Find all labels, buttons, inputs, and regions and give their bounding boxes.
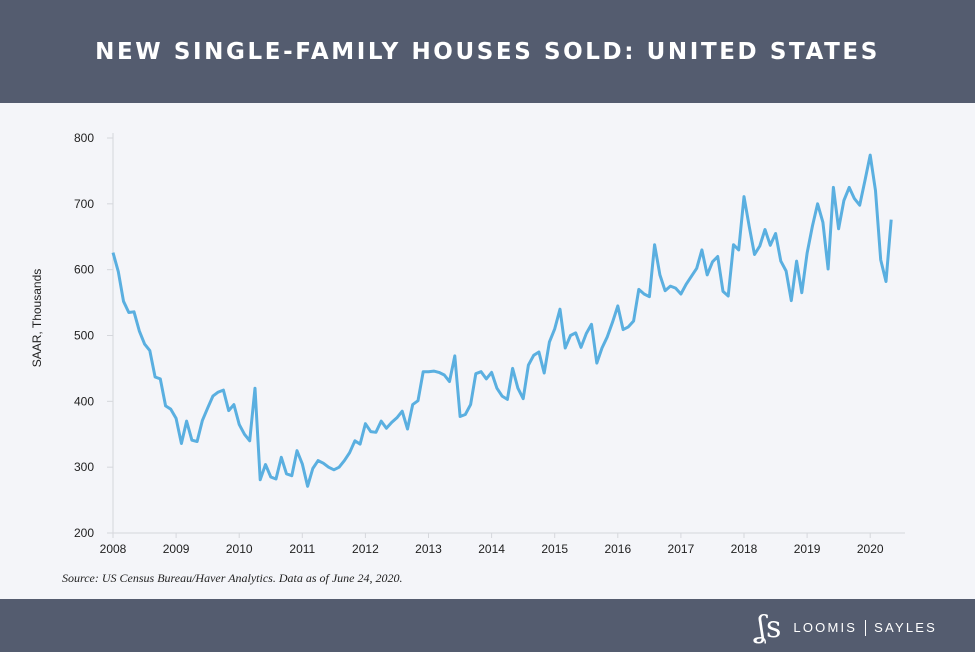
y-tick-label: 600 [74,263,94,277]
x-tick-label: 2018 [731,542,758,556]
x-tick-label: 2013 [415,542,442,556]
line-chart: 200 300 400 500 600 700 800 2008 2009 2010 2011 201… [74,131,905,556]
x-tick-label: 2020 [857,542,884,556]
logo-text: LOOMIS SAYLES [793,620,937,637]
y-tick-label: 500 [74,329,94,343]
footer-band: ʆs LOOMIS SAYLES [0,599,975,652]
y-tick-label: 700 [74,197,94,211]
chart-title: NEW SINGLE-FAMILY HOUSES SOLD: UNITED ST… [95,38,880,65]
header-band: NEW SINGLE-FAMILY HOUSES SOLD: UNITED ST… [0,0,975,103]
y-tick-label: 800 [74,131,94,145]
y-tick-label: 200 [74,526,94,540]
y-tick-label: 400 [74,394,94,408]
x-tick-label: 2011 [289,542,315,556]
x-tick-label: 2019 [794,542,821,556]
x-tick-label: 2016 [604,542,631,556]
y-tick-label: 300 [74,460,94,474]
logo-left: LOOMIS [793,619,858,635]
series-line [111,153,893,488]
loomis-sayles-logo: ʆs LOOMIS SAYLES [756,613,937,643]
logo-mark: ʆs [756,610,782,645]
source-note: Source: US Census Bureau/Haver Analytics… [62,571,403,585]
x-tick-label: 2012 [352,542,379,556]
x-tick-label: 2017 [668,542,695,556]
x-tick-label: 2015 [541,542,568,556]
x-tick-label: 2010 [226,542,253,556]
logo-divider [865,620,867,637]
x-tick-label: 2014 [478,542,505,556]
logo-right: SAYLES [874,619,937,635]
x-tick-label: 2009 [163,542,190,556]
x-tick-label: 2008 [100,542,127,556]
